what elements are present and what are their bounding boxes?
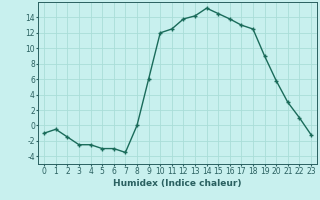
X-axis label: Humidex (Indice chaleur): Humidex (Indice chaleur) [113,179,242,188]
